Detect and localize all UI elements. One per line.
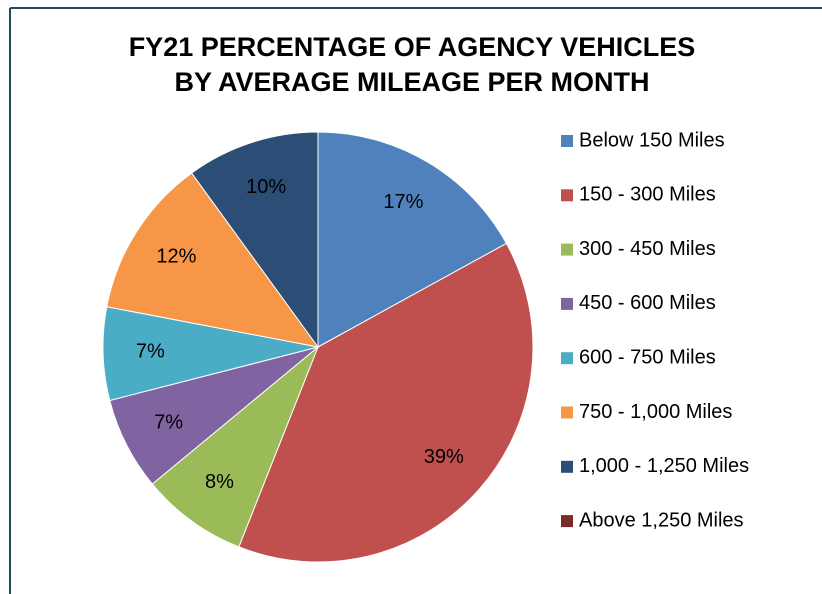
pie-slice [151, 346, 319, 548]
legend-label: 600 - 750 Miles [579, 346, 716, 368]
data-label: 8% [205, 471, 234, 493]
data-label: 17% [383, 191, 423, 213]
data-label: 7% [136, 341, 165, 363]
legend-swatch [561, 460, 573, 473]
legend-label: 450 - 600 Miles [579, 292, 716, 314]
pie-slice [238, 242, 534, 563]
legend-swatch [561, 406, 573, 419]
legend-swatch [561, 297, 573, 310]
data-label: 39% [424, 446, 464, 468]
data-label: 12% [156, 245, 196, 267]
legend-swatch [561, 189, 573, 202]
legend-swatch [561, 243, 573, 256]
legend-label: 750 - 1,000 Miles [579, 401, 732, 423]
data-label: 7% [154, 411, 183, 433]
legend-swatch [561, 135, 573, 147]
legend-label: 150 - 300 Miles [579, 184, 716, 206]
legend-swatch [561, 515, 573, 528]
legend-label: 300 - 450 Miles [579, 238, 716, 260]
pie-slice [190, 131, 319, 349]
chart-title: FY21 PERCENTAGE OF AGENCY VEHICLES BY AV… [128, 32, 696, 97]
data-label: 10% [246, 176, 286, 198]
legend-label: 1,000 - 1,250 Miles [579, 455, 749, 477]
legend-label: Above 1,250 Miles [579, 509, 744, 531]
legend-swatch [561, 352, 573, 365]
pie-slice [106, 172, 320, 348]
legend-label: Below 150 Miles [579, 129, 725, 151]
pie-slice [317, 131, 508, 348]
